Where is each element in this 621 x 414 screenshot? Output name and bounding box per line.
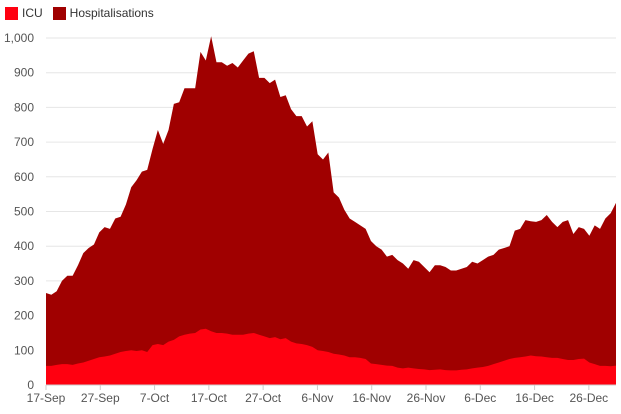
legend-item-hospitalisations[interactable]: Hospitalisations <box>52 6 154 20</box>
legend-item-icu[interactable]: ICU <box>5 6 43 20</box>
y-tick-label: 900 <box>14 66 34 80</box>
legend-label-icu: ICU <box>22 6 43 20</box>
x-tick-label: 26-Dec <box>570 391 609 405</box>
y-tick-label: 200 <box>14 309 34 323</box>
y-axis: 0 100 200 300 400 500 600 700 800 900 1,000 <box>4 31 34 392</box>
y-tick-label: 600 <box>14 170 34 184</box>
x-tick-label: 7-Oct <box>140 391 170 405</box>
y-tick-label: 400 <box>14 239 34 253</box>
x-tick-label: 27-Oct <box>245 391 282 405</box>
x-tick-label: 16-Dec <box>515 391 554 405</box>
area-series-icu[interactable] <box>46 328 616 385</box>
x-tick-label: 26-Nov <box>407 391 446 405</box>
y-tick-label: 700 <box>14 135 34 149</box>
y-tick-label: 0 <box>27 378 34 392</box>
legend-swatch-icu <box>5 6 18 20</box>
y-tick-label: 300 <box>14 274 34 288</box>
x-tick-label: 6-Dec <box>464 391 496 405</box>
x-tick-label: 17-Sep <box>27 391 66 405</box>
area-series-hospitalisations[interactable] <box>46 36 616 386</box>
x-tick-label: 17-Oct <box>191 391 228 405</box>
y-tick-label: 1,000 <box>4 31 34 45</box>
y-tick-label: 100 <box>14 343 34 357</box>
x-tick-label: 16-Nov <box>352 391 391 405</box>
legend: ICU Hospitalisations <box>5 4 154 22</box>
x-axis: 17-Sep 27-Sep 7-Oct 17-Oct 27-Oct 6-Nov 16-Nov… <box>27 385 609 405</box>
legend-label-hospitalisations: Hospitalisations <box>69 6 154 20</box>
y-tick-label: 500 <box>14 205 34 219</box>
x-tick-label: 27-Sep <box>81 391 120 405</box>
y-tick-label: 800 <box>14 100 34 114</box>
x-tick-label: 6-Nov <box>301 391 333 405</box>
legend-swatch-hospitalisations <box>52 6 66 20</box>
